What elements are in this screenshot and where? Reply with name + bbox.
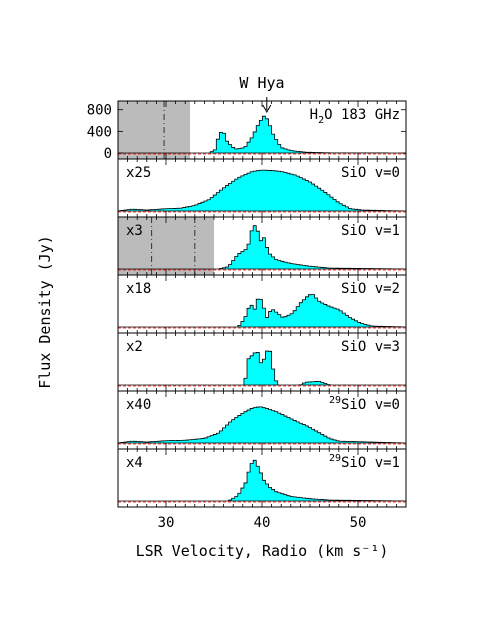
shaded-region [118,217,214,275]
spectrum-histogram [118,225,407,270]
x-tick-label: 50 [350,515,367,531]
line-label: SiO v=1 [341,223,400,239]
y-tick-label: 800 [87,103,112,119]
y-tick-label: 400 [87,124,112,140]
line-label: SiO v=0 [341,165,400,181]
line-label: SiO v=2 [341,281,400,297]
scale-factor-label: x4 [126,455,143,471]
spectrum-panel: x2 SiO v=3 [117,332,407,392]
scale-factor-label: x2 [126,339,143,355]
spectrum-panel: 0 400 800 H2O 183 GHz [87,97,407,162]
x-axis-label: LSR Velocity, Radio (km s⁻¹) [136,542,389,560]
y-axis-label: Flux Density (Jy) [36,235,54,389]
line-label: 29SiO v=0 [329,395,400,413]
spectrum-panel: x3 SiO v=1 [117,216,407,276]
line-label: 29SiO v=1 [329,453,400,471]
spectrum-histogram [118,115,407,154]
x-tick-label: 30 [158,515,175,531]
scale-factor-label: x40 [126,397,151,413]
spectrum-panel: x40 29SiO v=0 [117,390,407,450]
scale-factor-label: x18 [126,281,151,297]
spectrum-histogram [118,350,406,386]
spectrum-histogram [117,169,407,212]
panel-stack: 0 400 800 H2O 183 GHz x25 SiO v=0 x3 SiO v=1 x18… [87,97,407,531]
spectrum-panel: x4 29SiO v=1 [117,448,407,508]
arrow-marker-head [262,104,272,114]
scale-factor-label: x3 [126,223,143,239]
x-tick-label: 40 [254,515,271,531]
spectrum-histogram [117,406,407,444]
spectrum-panel: x25 SiO v=0 [117,158,407,218]
shaded-region [118,101,190,159]
line-label: SiO v=3 [341,339,400,355]
spectrum-histogram [118,459,407,502]
scale-factor-label: x25 [126,165,151,181]
spectrum-histogram [118,294,407,328]
spectrum-panel: x18 SiO v=2 [117,274,407,334]
y-tick-label: 0 [104,146,112,162]
chart-title: W Hya [239,74,284,92]
line-label: H2O 183 GHz [310,107,400,126]
